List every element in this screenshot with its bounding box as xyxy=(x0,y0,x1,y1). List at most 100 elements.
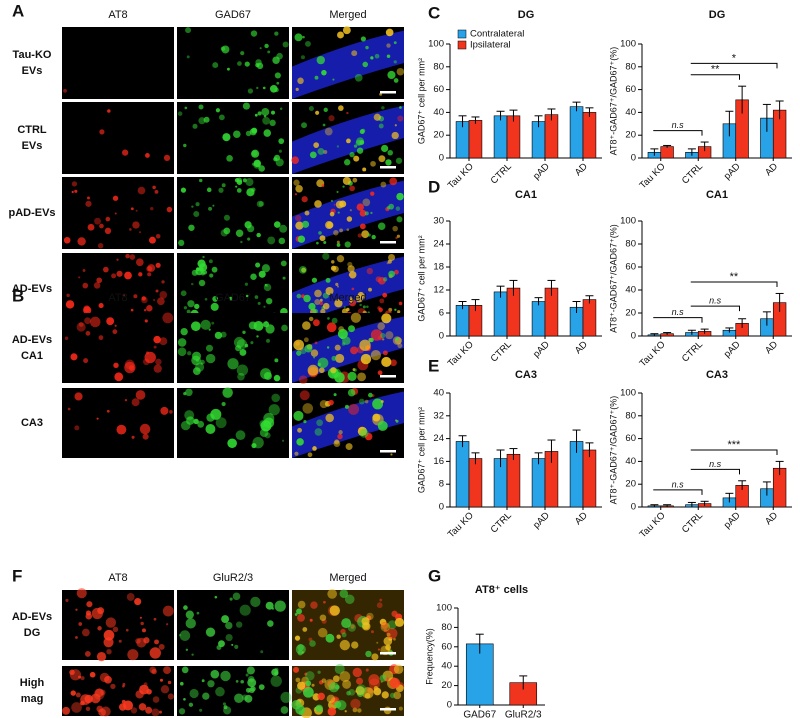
cell xyxy=(258,270,266,278)
cell xyxy=(350,312,362,323)
cell xyxy=(295,677,301,683)
y-tick-label: 60 xyxy=(441,641,452,652)
cell xyxy=(263,129,272,137)
cell xyxy=(399,106,402,109)
cell xyxy=(149,647,161,659)
cell xyxy=(391,610,398,617)
cell xyxy=(377,420,388,431)
cell xyxy=(205,627,216,637)
cell xyxy=(323,600,326,604)
cell xyxy=(313,142,320,148)
cell xyxy=(314,428,323,436)
cell xyxy=(206,413,215,422)
cell xyxy=(188,224,195,231)
cell xyxy=(337,211,340,214)
cell xyxy=(328,399,334,406)
cell xyxy=(308,105,314,112)
cell xyxy=(264,283,267,286)
bar xyxy=(660,146,674,159)
cell xyxy=(305,680,312,687)
cell xyxy=(269,119,276,127)
y-tick-label: 16 xyxy=(433,456,444,467)
legend-swatch xyxy=(457,40,467,50)
cell xyxy=(222,702,227,706)
cell xyxy=(316,419,323,427)
cell xyxy=(87,223,95,231)
bar xyxy=(493,291,508,337)
cell xyxy=(185,648,189,652)
cell xyxy=(235,345,242,352)
y-tick-label: 30 xyxy=(433,216,444,227)
cell xyxy=(210,302,219,311)
cell xyxy=(220,670,231,682)
cell xyxy=(78,675,82,679)
cell xyxy=(300,55,305,60)
cell xyxy=(215,686,225,697)
cell xyxy=(192,367,201,375)
cell xyxy=(265,297,273,305)
cell xyxy=(98,335,104,341)
cell xyxy=(146,305,153,312)
cell xyxy=(124,361,136,374)
cell xyxy=(280,691,292,703)
y-tick-label: 20 xyxy=(433,130,444,141)
cell xyxy=(259,428,269,438)
cell xyxy=(344,710,347,713)
cell xyxy=(341,632,347,638)
cell xyxy=(178,633,182,637)
cell xyxy=(63,88,67,93)
cell xyxy=(342,185,345,188)
cell xyxy=(347,261,353,268)
cell xyxy=(370,191,375,196)
row-label: pAD-EVs xyxy=(8,207,55,219)
cell xyxy=(377,306,381,310)
cell xyxy=(254,113,258,117)
cell xyxy=(336,243,341,247)
cell xyxy=(274,31,279,36)
cell xyxy=(324,127,333,136)
cell xyxy=(127,649,139,661)
cell xyxy=(103,266,109,273)
cell xyxy=(69,669,82,681)
cell xyxy=(235,621,243,628)
cell xyxy=(303,420,307,424)
cell xyxy=(334,344,341,351)
cell xyxy=(335,282,339,286)
cell xyxy=(295,214,302,222)
cell xyxy=(397,310,401,314)
cell xyxy=(274,72,281,79)
cell xyxy=(257,111,262,116)
cell xyxy=(311,683,315,687)
cell xyxy=(333,393,337,397)
cell xyxy=(138,272,143,277)
cell xyxy=(169,409,173,414)
cell xyxy=(291,156,299,164)
legend-label: Contralateral xyxy=(470,29,524,40)
cell xyxy=(84,317,91,325)
cell xyxy=(360,36,366,42)
cell xyxy=(112,195,119,201)
cell xyxy=(126,593,135,601)
cell xyxy=(393,41,397,45)
y-tick-label: 60 xyxy=(625,84,636,95)
cell xyxy=(276,81,280,85)
cell xyxy=(385,644,391,651)
cell xyxy=(259,420,267,428)
significance-label: n.s xyxy=(672,120,685,130)
y-tick-label: 40 xyxy=(625,456,636,467)
cell xyxy=(180,290,187,297)
cell xyxy=(185,388,193,397)
cell xyxy=(260,650,264,654)
cell xyxy=(333,203,336,206)
cell xyxy=(325,413,334,423)
cell xyxy=(212,204,215,207)
cell xyxy=(312,319,320,327)
cell xyxy=(239,604,251,616)
cell xyxy=(187,351,192,356)
cell xyxy=(380,622,391,632)
cell xyxy=(162,312,174,324)
cell xyxy=(222,133,231,142)
cell xyxy=(295,221,304,230)
cell xyxy=(381,621,389,630)
cell xyxy=(89,671,96,678)
